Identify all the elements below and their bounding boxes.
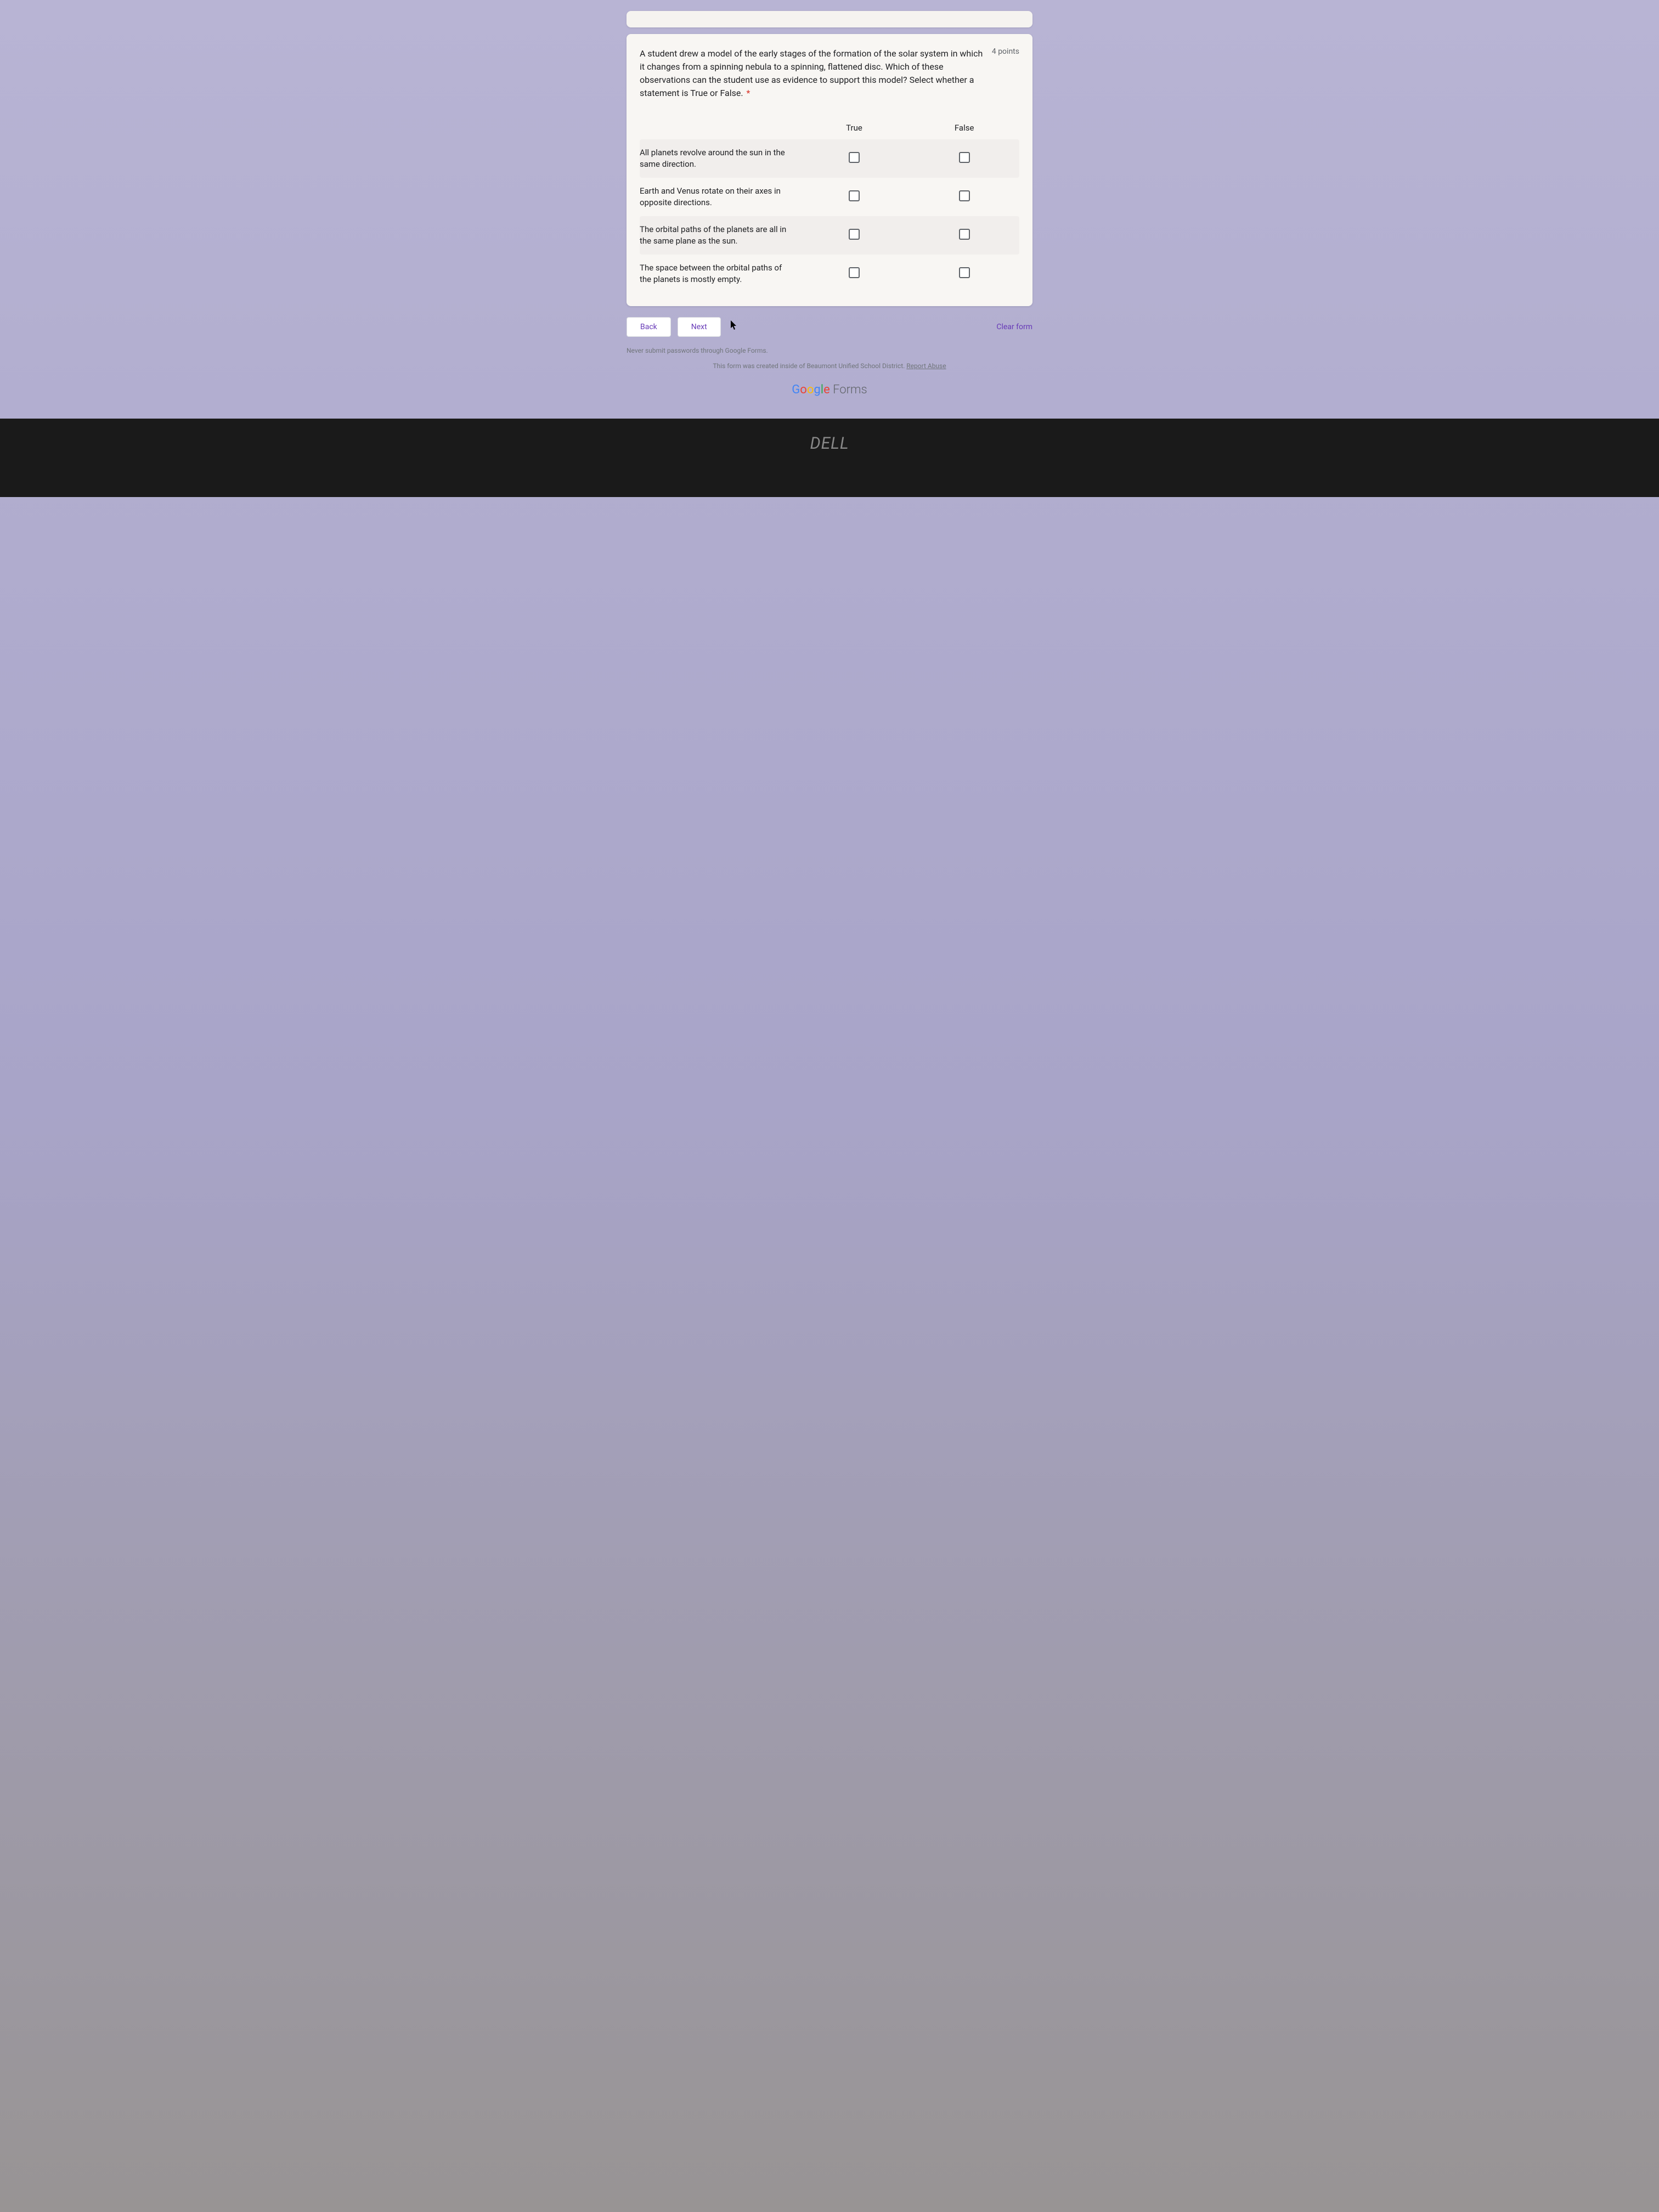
nav-buttons-group: Back Next (627, 317, 727, 337)
required-indicator: * (747, 88, 751, 98)
checkbox[interactable] (959, 267, 970, 278)
previous-card-edge (627, 11, 1032, 27)
checkbox[interactable] (959, 152, 970, 163)
checkbox[interactable] (849, 190, 860, 201)
form-container: A student drew a model of the early stag… (621, 11, 1038, 397)
navigation-bar: Back Next Clear form (627, 317, 1032, 337)
laptop-bezel: DELL (0, 419, 1659, 497)
grid-row: The space between the orbital paths of t… (640, 255, 1019, 293)
grid-cell (909, 190, 1019, 204)
column-header-false: False (909, 123, 1019, 133)
grid-cell (909, 152, 1019, 165)
grid-cell (799, 229, 910, 242)
row-label: Earth and Venus rotate on their axes in … (640, 185, 799, 208)
next-button[interactable]: Next (678, 317, 721, 337)
checkbox[interactable] (959, 190, 970, 201)
dell-logo: DELL (0, 434, 1659, 453)
question-header: A student drew a model of the early stag… (640, 47, 1019, 100)
password-disclaimer: Never submit passwords through Google Fo… (627, 347, 1032, 354)
origin-prefix: This form was created inside of Beaumont… (713, 362, 906, 370)
grid-cell (799, 267, 910, 280)
grid-cell (799, 190, 910, 204)
form-origin-text: This form was created inside of Beaumont… (627, 362, 1032, 370)
grid-row: Earth and Venus rotate on their axes in … (640, 178, 1019, 216)
question-text: A student drew a model of the early stag… (640, 47, 986, 100)
clear-form-button[interactable]: Clear form (996, 323, 1032, 331)
grid-header-row: True False (640, 116, 1019, 139)
checkbox[interactable] (849, 229, 860, 240)
checkbox-grid: True False All planets revolve around th… (640, 116, 1019, 293)
google-forms-logo[interactable]: Google Forms (627, 383, 1032, 397)
column-header-true: True (799, 123, 910, 133)
checkbox[interactable] (849, 152, 860, 163)
report-abuse-link[interactable]: Report Abuse (906, 362, 946, 370)
grid-cell (909, 229, 1019, 242)
checkbox[interactable] (849, 267, 860, 278)
points-label: 4 points (992, 47, 1019, 56)
row-label: The orbital paths of the planets are all… (640, 224, 799, 247)
row-label: The space between the orbital paths of t… (640, 262, 799, 285)
grid-cell (799, 152, 910, 165)
forms-word: Forms (830, 383, 867, 397)
grid-row: All planets revolve around the sun in th… (640, 139, 1019, 178)
grid-row: The orbital paths of the planets are all… (640, 216, 1019, 255)
row-label: All planets revolve around the sun in th… (640, 147, 799, 170)
checkbox[interactable] (959, 229, 970, 240)
grid-cell (909, 267, 1019, 280)
question-card: A student drew a model of the early stag… (627, 34, 1032, 306)
back-button[interactable]: Back (627, 317, 671, 337)
question-text-content: A student drew a model of the early stag… (640, 48, 983, 98)
grid-header-spacer (640, 123, 799, 133)
